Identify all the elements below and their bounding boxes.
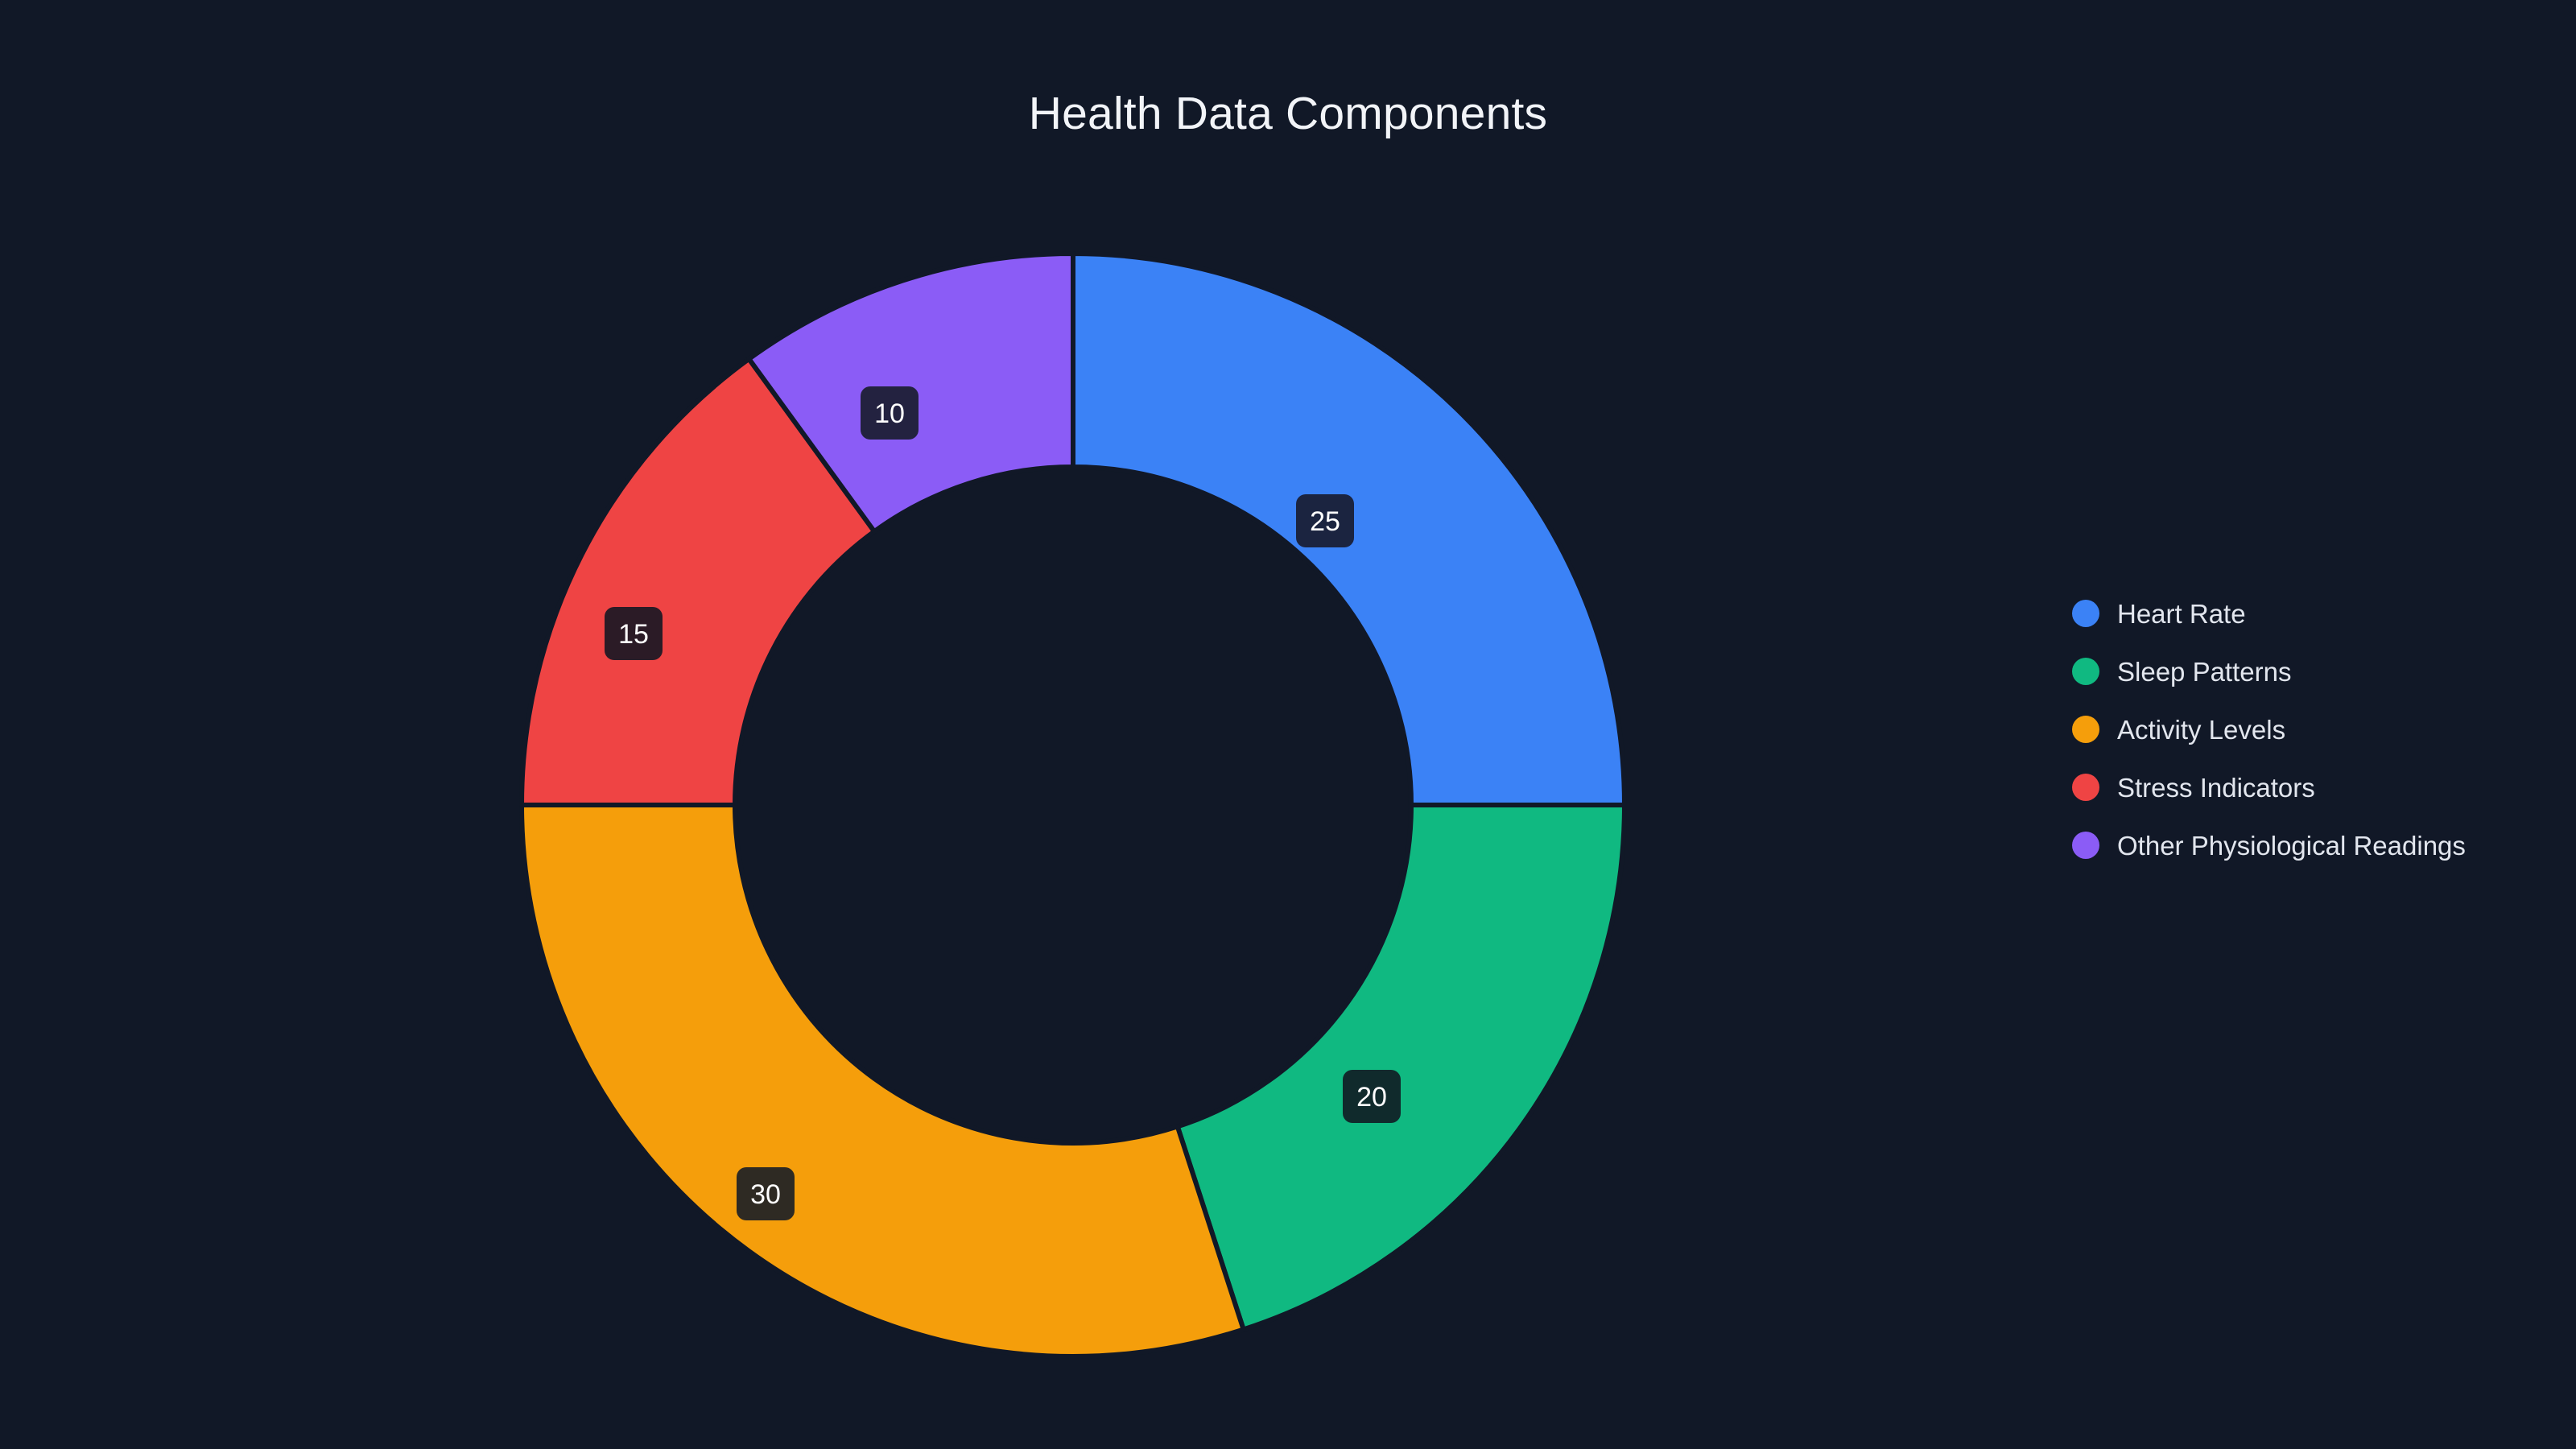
legend-swatch-icon xyxy=(2072,832,2099,859)
donut-slice[interactable] xyxy=(519,803,1246,1359)
legend-item-label: Stress Indicators xyxy=(2117,772,2315,803)
legend-item[interactable]: Stress Indicators xyxy=(2072,758,2523,816)
legend-swatch-icon xyxy=(2072,600,2099,627)
slice-value-text: 10 xyxy=(874,398,905,429)
slice-value-label-box xyxy=(861,386,919,440)
legend-item-label: Other Physiological Readings xyxy=(2117,830,2466,861)
slice-value-text: 30 xyxy=(750,1179,781,1210)
legend-item[interactable]: Heart Rate xyxy=(2072,584,2523,642)
legend-item[interactable]: Activity Levels xyxy=(2072,700,2523,758)
legend-item-label: Activity Levels xyxy=(2117,714,2286,745)
slice-value-label-box xyxy=(1296,494,1354,547)
slice-value-label-box xyxy=(605,607,663,660)
legend-swatch-icon xyxy=(2072,716,2099,743)
slice-value-text: 20 xyxy=(1356,1082,1387,1113)
page-title: Health Data Components xyxy=(1028,88,1548,139)
donut-slice[interactable] xyxy=(1174,803,1627,1332)
legend-item[interactable]: Sleep Patterns xyxy=(2072,642,2523,700)
slice-value-label: 10 xyxy=(861,386,919,440)
legend-swatch-icon xyxy=(2072,774,2099,801)
donut-slice[interactable] xyxy=(519,356,877,807)
slice-value-label-box xyxy=(1343,1070,1401,1123)
slice-value-label-box xyxy=(737,1167,795,1220)
slice-value-label: 15 xyxy=(605,607,663,660)
chart-legend: Heart Rate Sleep Patterns Activity Levels S… xyxy=(2072,584,2523,874)
legend-item[interactable]: Other Physiological Readings xyxy=(2072,816,2523,874)
slice-value-label: 25 xyxy=(1296,494,1354,547)
slice-value-text: 15 xyxy=(618,619,649,650)
slice-value-label: 30 xyxy=(737,1167,795,1220)
legend-swatch-icon xyxy=(2072,658,2099,685)
slice-value-text: 25 xyxy=(1310,506,1340,537)
donut-chart-plot-area: 25 20 30 15 10 xyxy=(519,254,1627,1359)
slice-value-label: 20 xyxy=(1343,1070,1401,1123)
donut-chart-svg: 25 20 30 15 10 xyxy=(519,254,1627,1359)
legend-item-label: Sleep Patterns xyxy=(2117,656,2292,687)
legend-item-label: Heart Rate xyxy=(2117,598,2246,629)
